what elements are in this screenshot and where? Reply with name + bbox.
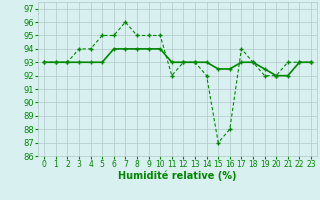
X-axis label: Humidité relative (%): Humidité relative (%) (118, 171, 237, 181)
